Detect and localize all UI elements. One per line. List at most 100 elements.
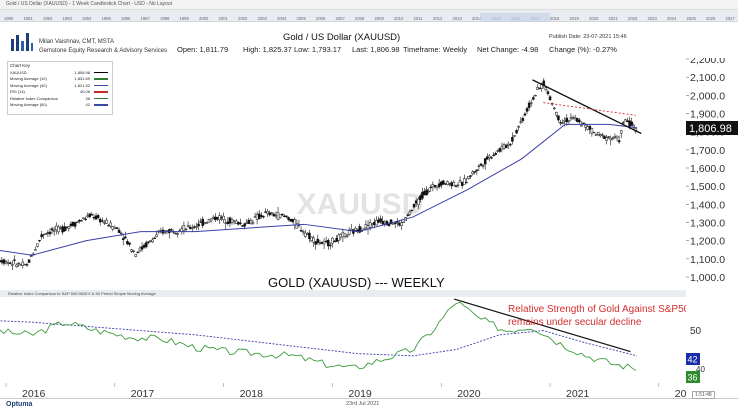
candle-body: [44, 233, 48, 235]
candle-body: [38, 239, 41, 242]
candle-body: [191, 227, 194, 229]
candle-body: [287, 217, 290, 220]
timeline-strip[interactable]: 1990 1991 1992 1993 1994 1995 1996 1997 1998 1999…: [0, 10, 738, 22]
candle-body: [289, 218, 292, 222]
candle-body: [136, 251, 140, 254]
firm-logo-icon: [9, 31, 35, 53]
candle-body: [222, 215, 225, 220]
price-axis[interactable]: 1,000.0 1,100.0 1,200.0 1,300.0 1,400.0 1,500…: [686, 58, 738, 290]
chart-title: Gold / US Dollar (XAUUSD): [283, 32, 401, 43]
chart-key-swatch: [94, 104, 108, 106]
candle-body: [525, 108, 529, 112]
axis-tick-label: 1,000.0: [690, 272, 725, 284]
candle-body: [207, 219, 211, 223]
candle-body: [276, 212, 280, 220]
candle-body: [538, 87, 541, 89]
axis-tick-label: 2,100.0: [690, 72, 725, 84]
zoom-indicator[interactable]: 1:51:48: [692, 391, 715, 399]
timeline-year-label: 1993: [63, 16, 73, 21]
candle-body: [251, 222, 255, 224]
timeline-year-label: 2004: [277, 16, 287, 21]
candle-body: [467, 176, 470, 179]
timeline-year-label: 2025: [687, 16, 697, 21]
candle-body: [232, 220, 236, 222]
candle-body: [429, 186, 433, 189]
candle-body: [312, 237, 315, 243]
time-axis[interactable]: 2016 2017 2018 2019 2020 2021 2022: [0, 383, 686, 401]
axis-tick-label: 1,700.0: [690, 145, 725, 157]
candle-body: [521, 118, 525, 121]
candle-body: [155, 234, 158, 238]
candle-body: [310, 236, 313, 242]
candle-body: [50, 228, 54, 231]
candle-body: [519, 121, 523, 123]
candle-body: [132, 250, 135, 253]
candle-body: [274, 215, 278, 217]
candle-body: [61, 226, 64, 233]
candle-body: [615, 135, 619, 139]
candle-body: [291, 219, 294, 222]
timeline-selection[interactable]: [480, 13, 550, 22]
candle-body: [345, 235, 349, 237]
candle-body: [205, 222, 209, 224]
candle-body: [115, 227, 119, 229]
candle-body: [385, 220, 389, 226]
candle-body: [416, 198, 420, 206]
chart-key-swatch: [94, 97, 108, 99]
candle-body: [142, 244, 146, 248]
candle-body: [6, 262, 10, 264]
candle-body: [368, 222, 372, 228]
chart-key-row: Relative Index Comparison 36: [8, 95, 112, 102]
timeline-years: 1990 1991 1992 1993 1994 1995 1996 1997 1998 1999…: [4, 13, 735, 22]
candle-body: [473, 171, 476, 173]
timeline-year-label: 1994: [82, 16, 92, 21]
relative-strength-chart[interactable]: Relative Strength of Gold Against S&P500…: [0, 297, 686, 383]
candle-body: [117, 229, 121, 233]
candle-body: [59, 227, 62, 229]
axis-tick-label: 1,300.0: [690, 218, 725, 230]
candle-body: [13, 259, 16, 261]
candle-body: [21, 261, 25, 266]
price-chart[interactable]: XAUUSD GOLD (XAUUSD) --- WEEKLY: [0, 60, 686, 290]
timeline-year-label: 1990: [4, 16, 14, 21]
candle-body: [496, 150, 499, 152]
candle-body: [454, 185, 458, 187]
candle-body: [527, 102, 531, 108]
candle-body: [561, 122, 564, 124]
candle-body: [329, 244, 332, 247]
candle-body: [96, 215, 100, 219]
net-change-value: Net Change: -4.98: [477, 45, 539, 54]
candle-body: [440, 181, 443, 186]
chart-key-value: 40.06: [79, 89, 90, 95]
lower-axis-tick-40: 40: [696, 365, 705, 374]
candle-body: [270, 212, 274, 214]
timeline-year-label: 2009: [375, 16, 385, 21]
candle-body: [195, 226, 198, 228]
chart-key-label: RSI (14): [10, 89, 25, 95]
candle-body: [0, 260, 4, 263]
timeline-year-label: 2018: [550, 16, 560, 21]
candle-body: [410, 209, 414, 212]
ma-badge-label: 42: [688, 355, 698, 365]
candle-body: [29, 255, 33, 258]
candle-body: [151, 239, 154, 243]
candle-body: [226, 221, 230, 224]
candle-body: [605, 137, 608, 141]
candle-body: [437, 183, 441, 188]
candle-body: [617, 140, 621, 143]
candle-body: [327, 239, 330, 247]
candle-body: [218, 215, 221, 221]
candle-body: [268, 212, 271, 216]
candle-body: [594, 134, 598, 136]
candle-body: [479, 163, 483, 166]
candle-body: [283, 215, 286, 217]
candle-body: [481, 165, 485, 167]
candle-body: [243, 223, 246, 227]
candle-body: [532, 97, 535, 100]
timeline-year-label: 2022: [628, 16, 638, 21]
candle-body: [245, 222, 248, 224]
candle-body: [34, 249, 37, 251]
moving-average-40-line: [0, 123, 637, 256]
lower-annotation-line2: remains under secular decline: [508, 317, 642, 328]
candle-body: [506, 143, 510, 146]
